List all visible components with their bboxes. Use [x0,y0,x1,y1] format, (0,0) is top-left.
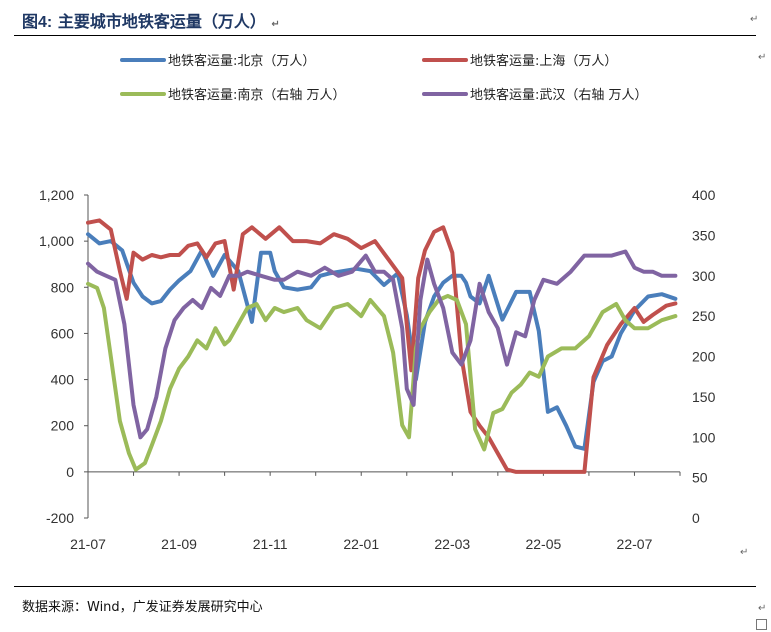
left-tick-label: 800 [51,279,75,295]
x-tick-label: 21-09 [161,536,197,552]
right-tick-label: 0 [692,510,700,526]
right-tick-label: 300 [692,268,716,284]
right-tick-label: 150 [692,389,716,405]
right-tick-label: 250 [692,308,716,324]
left-tick-label: 600 [51,325,75,341]
x-tick-label: 22-03 [434,536,470,552]
left-tick-label: 200 [51,418,75,434]
left-tick-label: 1,000 [39,233,74,249]
source-note: 数据来源：Wind，广发证券发展研究中心 [22,600,263,615]
left-tick-label: 0 [66,464,74,480]
right-tick-label: 200 [692,349,716,365]
paragraph-mark: ↵ [740,547,749,558]
paragraph-mark: ↵ [758,603,767,614]
bottom-rule [14,586,756,587]
right-tick-label: 50 [692,470,708,486]
figure-title: 图4: 主要城市地铁客运量（万人） ↵ [22,8,280,32]
left-tick-label: -200 [46,510,74,526]
x-tick-label: 22-01 [343,536,379,552]
series-line-nanjing [86,281,678,472]
paragraph-mark: ↵ [758,52,767,63]
corner-box [756,619,767,630]
right-tick-label: 350 [692,227,716,243]
axes-layer: 1,200 1,000 800 600 400 200 0 -200 400 350 300 250 2… [39,187,716,552]
legend-item-shanghai: 地铁客运量:上海（万人） [470,53,617,69]
x-tick-label: 22-05 [525,536,561,552]
legend-item-nanjing: 地铁客运量:南京（右轴 万人） [168,87,346,103]
legend-item-beijing: 地铁客运量:北京（万人） [168,53,315,69]
right-tick-label: 400 [692,187,716,203]
left-tick-label: 1,200 [39,187,74,203]
x-tick-label: 21-11 [253,536,288,552]
figure-title-text: 主要城市地铁客运量（万人） [57,12,266,31]
top-rule [14,35,756,36]
legend-item-wuhan: 地铁客运量:武汉（右轴 万人） [470,87,648,103]
paragraph-mark: ↵ [750,14,759,25]
series-line-wuhan [86,249,678,440]
legend: 地铁客运量:北京（万人） 地铁客运量:上海（万人） 地铁客运量:南京（右轴 万人） 地… [120,53,648,103]
series-layer [86,218,678,474]
x-tick-label: 22-07 [617,536,653,552]
series-line-shanghai [86,218,678,474]
right-tick-label: 100 [692,429,716,445]
figure-label: 图4: [22,14,53,31]
paragraph-mark: ↵ [271,19,280,30]
left-tick-label: 400 [51,372,75,388]
x-tick-label: 21-07 [70,536,106,552]
series-line-beijing [86,232,678,451]
